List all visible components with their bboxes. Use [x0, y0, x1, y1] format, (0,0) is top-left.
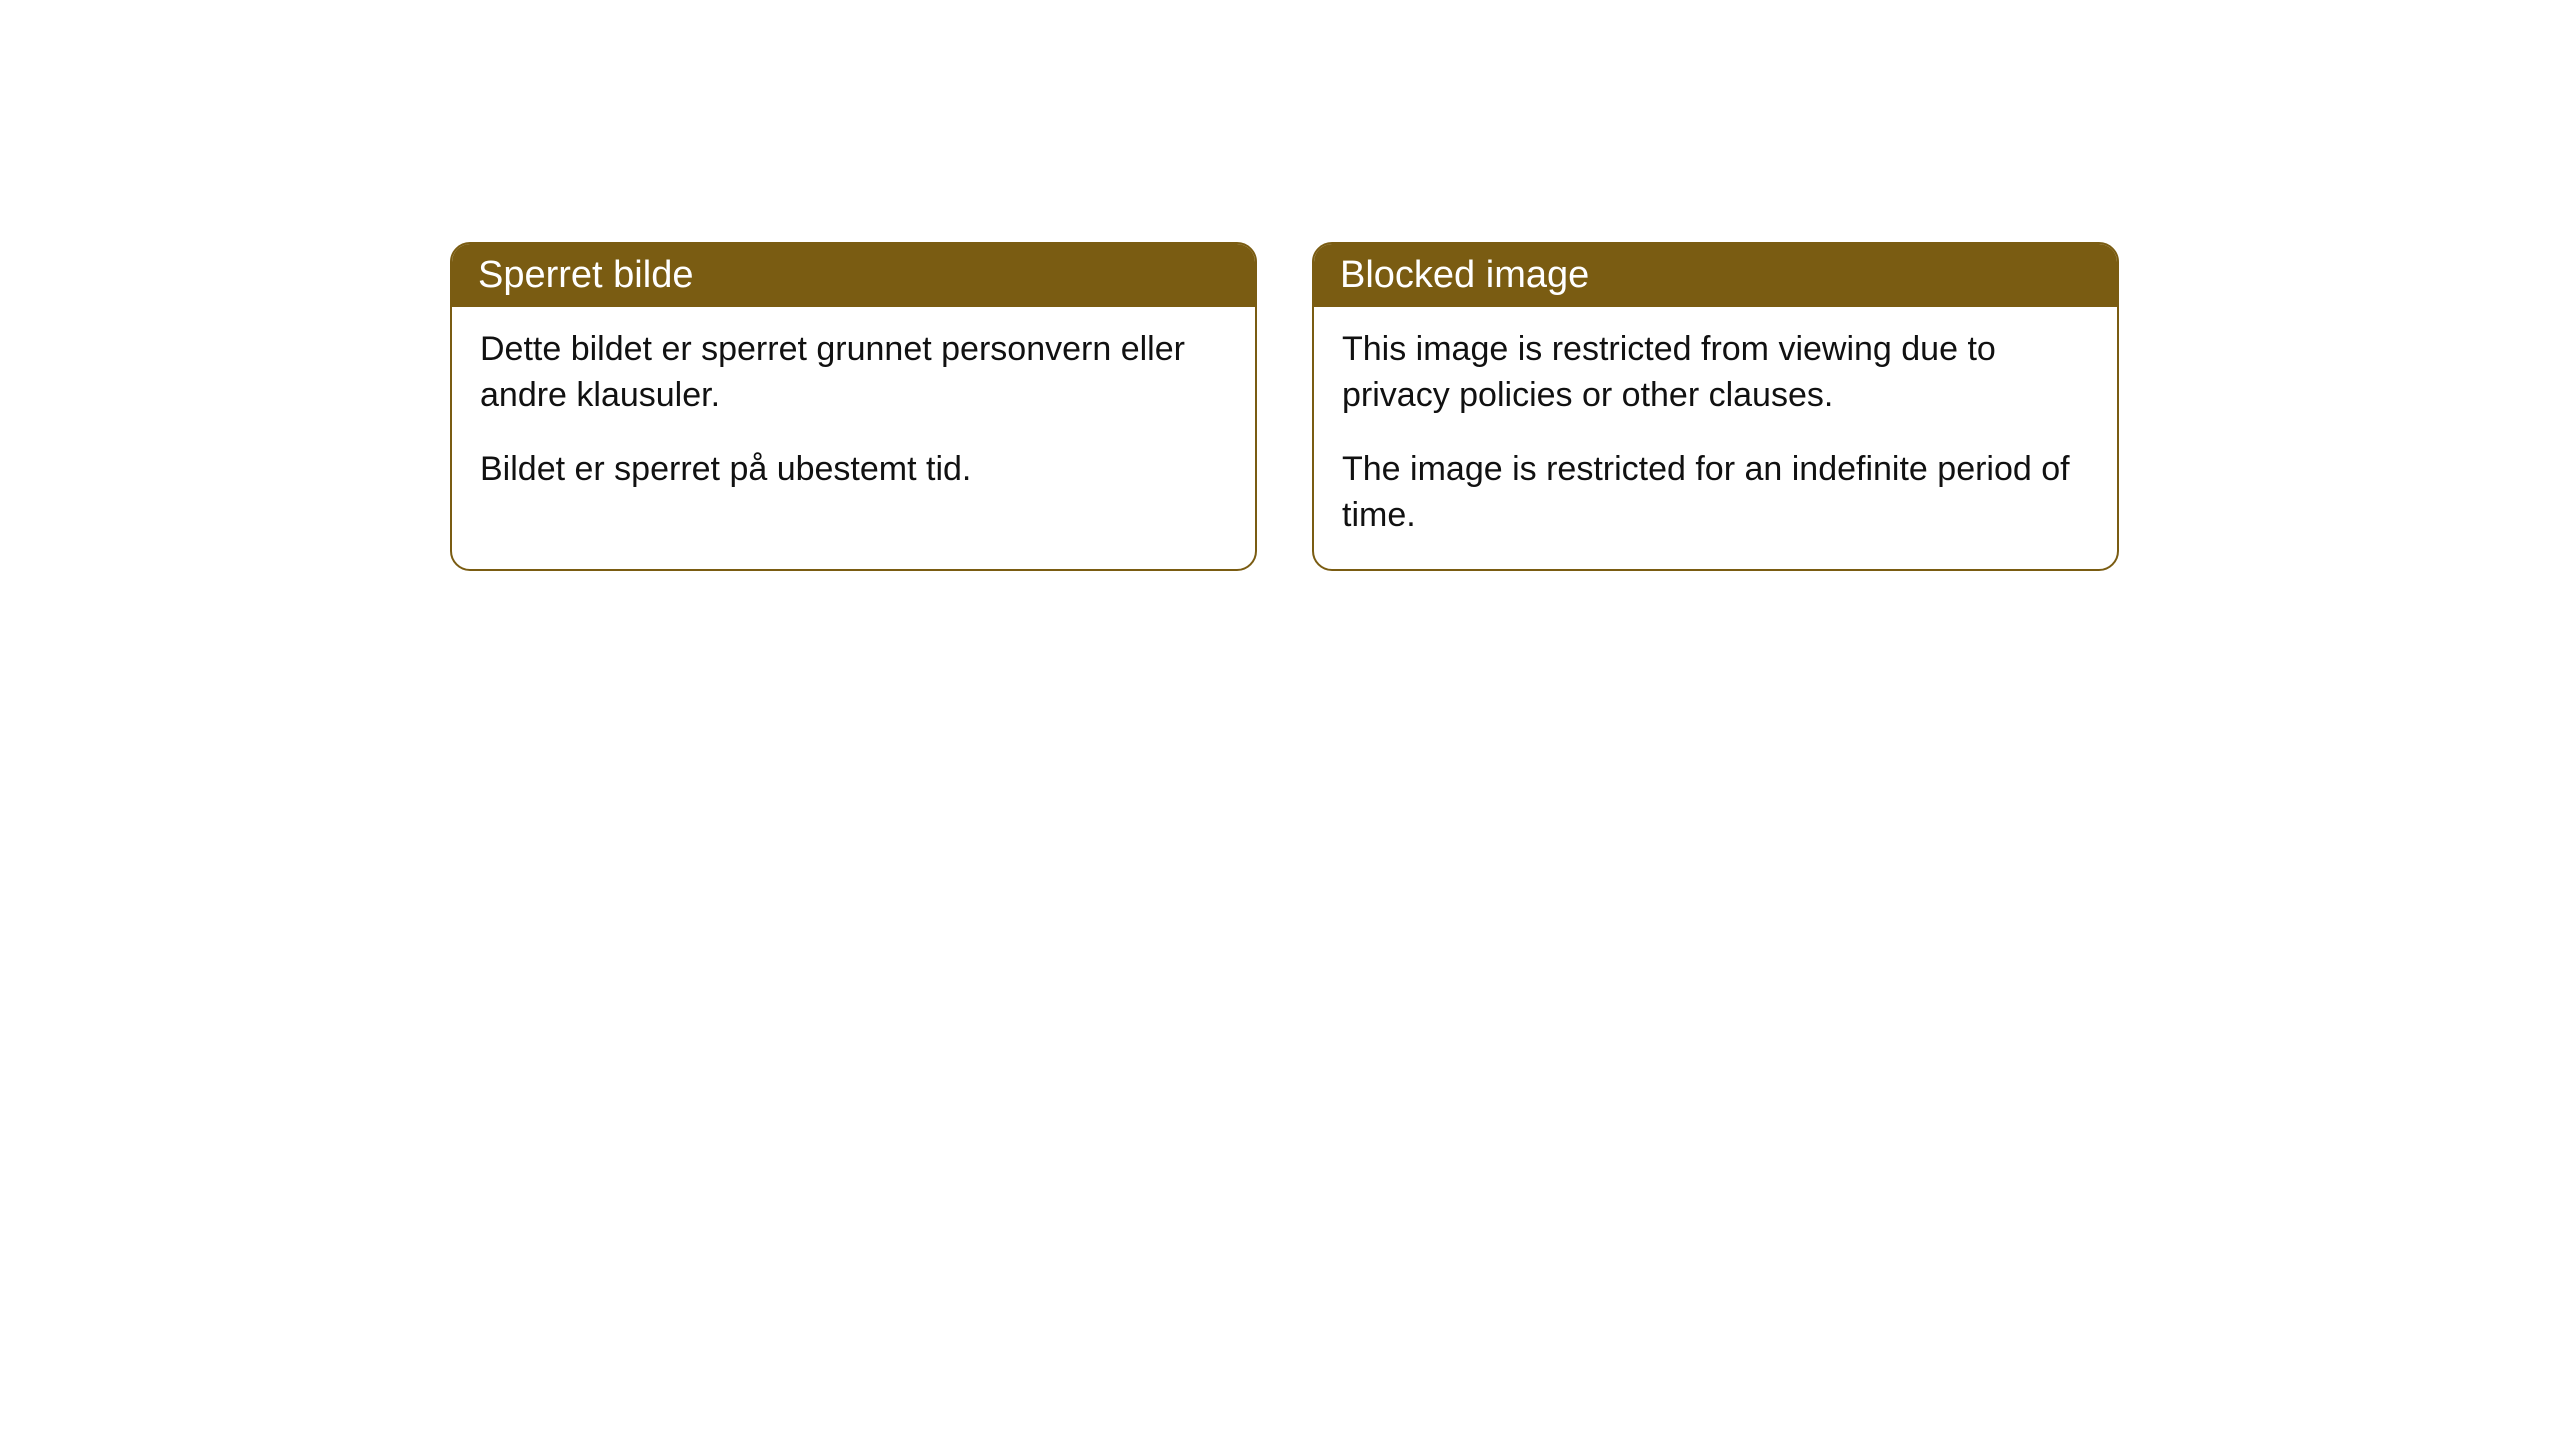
- card-body-en: This image is restricted from viewing du…: [1314, 307, 2117, 569]
- card-paragraph: Dette bildet er sperret grunnet personve…: [480, 327, 1227, 419]
- card-paragraph: This image is restricted from viewing du…: [1342, 327, 2089, 419]
- notice-cards-container: Sperret bilde Dette bildet er sperret gr…: [450, 242, 2119, 571]
- card-header-en: Blocked image: [1314, 244, 2117, 307]
- card-header-no: Sperret bilde: [452, 244, 1255, 307]
- blocked-image-card-no: Sperret bilde Dette bildet er sperret gr…: [450, 242, 1257, 571]
- card-body-no: Dette bildet er sperret grunnet personve…: [452, 307, 1255, 523]
- card-paragraph: Bildet er sperret på ubestemt tid.: [480, 447, 1227, 493]
- blocked-image-card-en: Blocked image This image is restricted f…: [1312, 242, 2119, 571]
- card-paragraph: The image is restricted for an indefinit…: [1342, 447, 2089, 539]
